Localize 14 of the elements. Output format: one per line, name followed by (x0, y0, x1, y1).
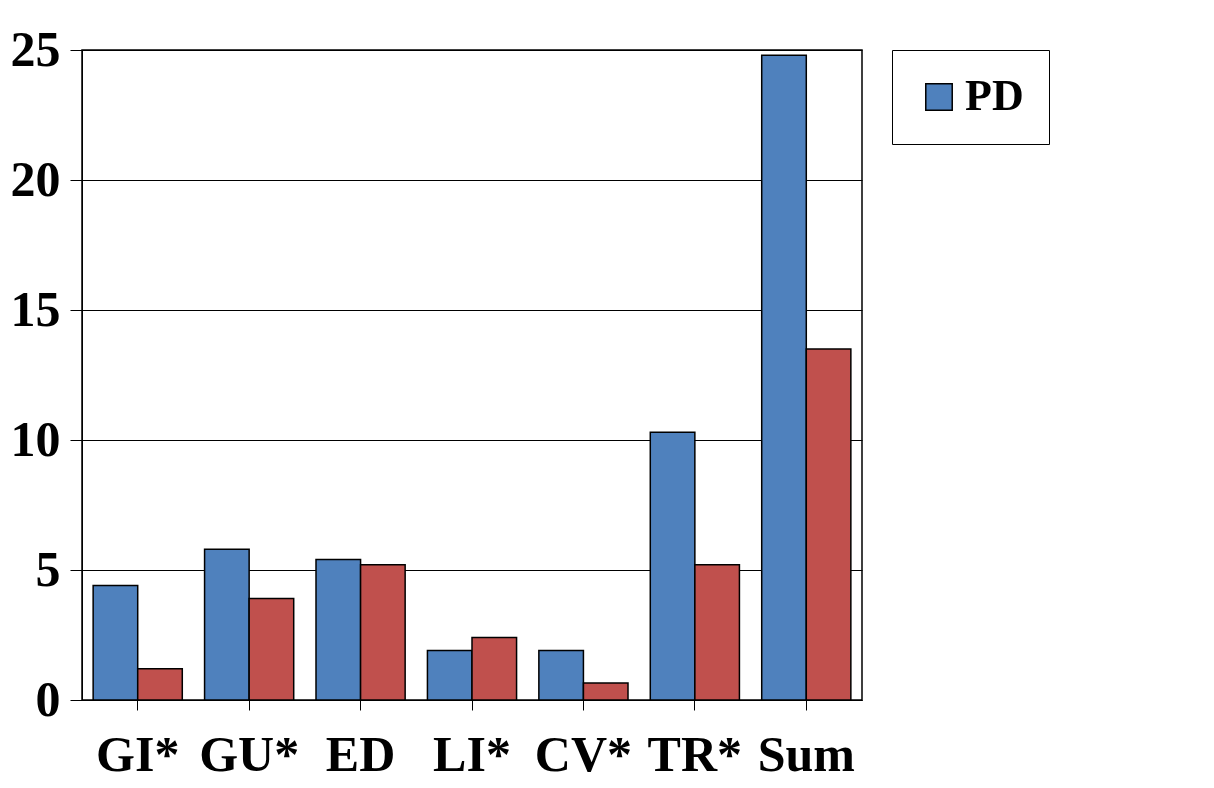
x-tick-label: GI* (96, 725, 180, 782)
legend-label: PD (965, 71, 1024, 120)
y-tick-label: 0 (35, 670, 61, 727)
x-tick-label: LI* (433, 725, 511, 782)
y-tick-label: 10 (10, 410, 61, 467)
y-tick-label: 25 (10, 20, 61, 77)
x-tick-label: CV* (534, 725, 633, 782)
y-tick-label: 5 (35, 540, 61, 597)
y-tick-label: 15 (10, 280, 61, 337)
x-tick-label: TR* (647, 725, 743, 782)
x-tick-label: Sum (757, 725, 855, 782)
x-tick-label: GU* (199, 725, 300, 782)
y-tick-label: 20 (10, 150, 61, 207)
x-tick-label: ED (325, 725, 396, 782)
